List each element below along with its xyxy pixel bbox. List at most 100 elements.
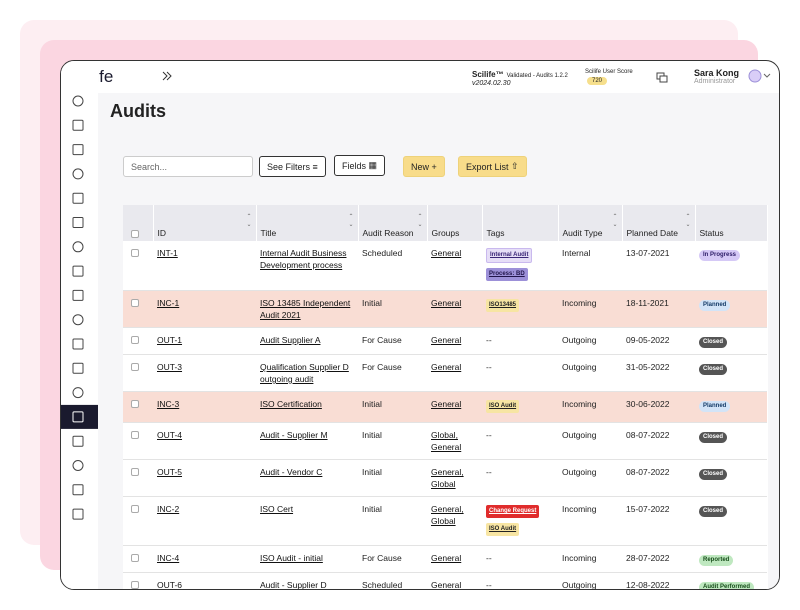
audit-title-link[interactable]: Audit Supplier A: [260, 335, 321, 345]
column-header[interactable]: ID ⌃ ⌄: [153, 205, 257, 241]
tag[interactable]: ISO13485: [486, 299, 520, 312]
nav-icon[interactable]: [72, 192, 84, 204]
nav-icon[interactable]: [72, 411, 84, 423]
audit-type: Outgoing: [562, 467, 597, 477]
group-link[interactable]: General: [431, 580, 462, 590]
audit-title-link[interactable]: Audit - Supplier M: [260, 430, 328, 440]
nav-icon[interactable]: [72, 119, 84, 131]
column-header[interactable]: Groups: [427, 205, 483, 241]
column-header[interactable]: Title ⌃ ⌄: [256, 205, 359, 241]
group-link[interactable]: General: [431, 335, 462, 345]
fields-button[interactable]: Fields ▦: [334, 155, 386, 176]
sort-arrows[interactable]: ⌃ ⌄: [348, 214, 354, 228]
audit-id-link[interactable]: OUT-5: [157, 467, 183, 477]
nav-icon[interactable]: [72, 435, 84, 447]
nav-icon[interactable]: [72, 362, 84, 374]
nav-icon[interactable]: [72, 387, 84, 399]
nav-icon[interactable]: [72, 241, 84, 253]
column-header[interactable]: Status: [695, 205, 768, 241]
active-nav[interactable]: [61, 404, 98, 429]
nav-icon[interactable]: [72, 338, 84, 350]
audit-row[interactable]: INT-1 Internal Audit Business Development…: [123, 241, 767, 291]
nav-icon[interactable]: [72, 168, 84, 180]
row-checkbox[interactable]: [131, 299, 139, 307]
nav-icon[interactable]: [72, 95, 84, 107]
audit-title-link[interactable]: Qualification Supplier D outgoing audit: [260, 362, 349, 384]
audit-id-link[interactable]: OUT-4: [157, 430, 183, 440]
tag[interactable]: ISO Audit: [486, 523, 520, 536]
group-link[interactable]: General, Global: [431, 467, 464, 489]
row-checkbox[interactable]: [131, 505, 139, 513]
audit-row[interactable]: OUT-6 Audit - Supplier D Scheduled General -…: [123, 572, 767, 590]
audit-title-link[interactable]: ISO Certification: [260, 399, 322, 409]
tag[interactable]: Internal Audit: [486, 248, 533, 263]
row-checkbox[interactable]: [131, 400, 139, 408]
column-header[interactable]: Tags: [482, 205, 559, 241]
nav-icon[interactable]: [72, 508, 84, 520]
nav-icon[interactable]: [72, 314, 84, 326]
audit-title-link[interactable]: ISO Audit - initial: [260, 553, 323, 563]
sort-arrows[interactable]: ⌃ ⌄: [246, 214, 252, 228]
group-link[interactable]: General: [431, 399, 462, 409]
nav-icon[interactable]: [72, 217, 84, 228]
audit-id-link[interactable]: INC-3: [157, 399, 180, 409]
nav-icon[interactable]: [72, 484, 84, 496]
sort-arrows[interactable]: ⌃ ⌄: [417, 214, 423, 228]
audit-id-link[interactable]: OUT-1: [157, 335, 183, 345]
group-link[interactable]: General, Global: [431, 504, 464, 526]
nav-icon[interactable]: [72, 460, 84, 471]
group-link[interactable]: General: [431, 553, 462, 563]
audit-row[interactable]: INC-3 ISO Certification Initial General ISO …: [123, 391, 767, 423]
row-checkbox[interactable]: [131, 363, 139, 371]
tag[interactable]: Change Request: [486, 505, 540, 518]
tag[interactable]: Process: BD: [486, 268, 528, 281]
chat-icon[interactable]: [656, 72, 668, 84]
column-header[interactable]: Audit Type ⌃ ⌄: [558, 205, 623, 241]
row-checkbox[interactable]: [131, 468, 139, 476]
group-link[interactable]: Global, General: [431, 430, 462, 452]
row-checkbox[interactable]: [131, 431, 139, 439]
audit-title-link[interactable]: ISO Cert: [260, 504, 294, 514]
audit-row[interactable]: OUT-4 Audit - Supplier M Initial Global, Ge…: [123, 422, 767, 460]
new-button[interactable]: New +: [403, 156, 445, 177]
audit-id-link[interactable]: INT-1: [157, 248, 178, 258]
nav-icon[interactable]: [72, 265, 84, 277]
audit-title-link[interactable]: Audit - Vendor C: [260, 467, 323, 477]
avatar[interactable]: [748, 69, 772, 83]
row-checkbox[interactable]: [131, 336, 139, 344]
row-checkbox[interactable]: [131, 554, 139, 562]
search-box[interactable]: Search...: [123, 156, 253, 177]
audit-id-link[interactable]: INC-4: [157, 553, 180, 563]
select-all[interactable]: [131, 230, 139, 238]
filters-button[interactable]: See Filters ≡: [259, 156, 326, 177]
nav-icon[interactable]: [72, 289, 84, 301]
group-link[interactable]: General: [431, 248, 462, 258]
group-link[interactable]: General: [431, 362, 462, 372]
audit-row[interactable]: OUT-1 Audit Supplier A For Cause General -- O…: [123, 327, 767, 355]
audit-id-link[interactable]: OUT-6: [157, 580, 183, 590]
audit-title-link[interactable]: ISO 13485 Independent Audit 2021: [260, 298, 351, 320]
audit-title-link[interactable]: Internal Audit Business Development proc…: [260, 248, 347, 270]
audit-row[interactable]: OUT-5 Audit - Vendor C Initial General, Glo…: [123, 459, 767, 497]
audit-row[interactable]: INC-2 ISO Cert Initial General, Global Chang…: [123, 496, 767, 546]
audit-id-link[interactable]: INC-2: [157, 504, 180, 514]
audit-row[interactable]: OUT-3 Qualification Supplier D outgoing a…: [123, 354, 767, 392]
audit-row[interactable]: INC-1 ISO 13485 Independent Audit 2021 Ini…: [123, 290, 767, 328]
expand-icon[interactable]: [161, 70, 173, 82]
sort-arrows[interactable]: ⌃ ⌄: [612, 214, 618, 228]
audit-id-link[interactable]: INC-1: [157, 298, 180, 308]
audit-id-link[interactable]: OUT-3: [157, 362, 183, 372]
row-checkbox[interactable]: [131, 249, 139, 257]
reason-cell: Scheduled: [358, 572, 427, 589]
sort-arrows[interactable]: ⌃ ⌄: [685, 214, 691, 228]
group-link[interactable]: General: [431, 298, 462, 308]
row-checkbox[interactable]: [131, 581, 139, 589]
audit-title-link[interactable]: Audit - Supplier D: [260, 580, 327, 590]
tags-cell: ISO13485: [482, 290, 558, 328]
column-header[interactable]: Planned Date ⌃ ⌄: [622, 205, 696, 241]
tag[interactable]: ISO Audit: [486, 400, 520, 413]
nav-icon[interactable]: [72, 144, 84, 156]
audit-row[interactable]: INC-4 ISO Audit - initial For Cause General…: [123, 545, 767, 573]
column-header[interactable]: Audit Reason ⌃ ⌄: [358, 205, 428, 241]
export-button[interactable]: Export List ⇧: [458, 156, 527, 177]
